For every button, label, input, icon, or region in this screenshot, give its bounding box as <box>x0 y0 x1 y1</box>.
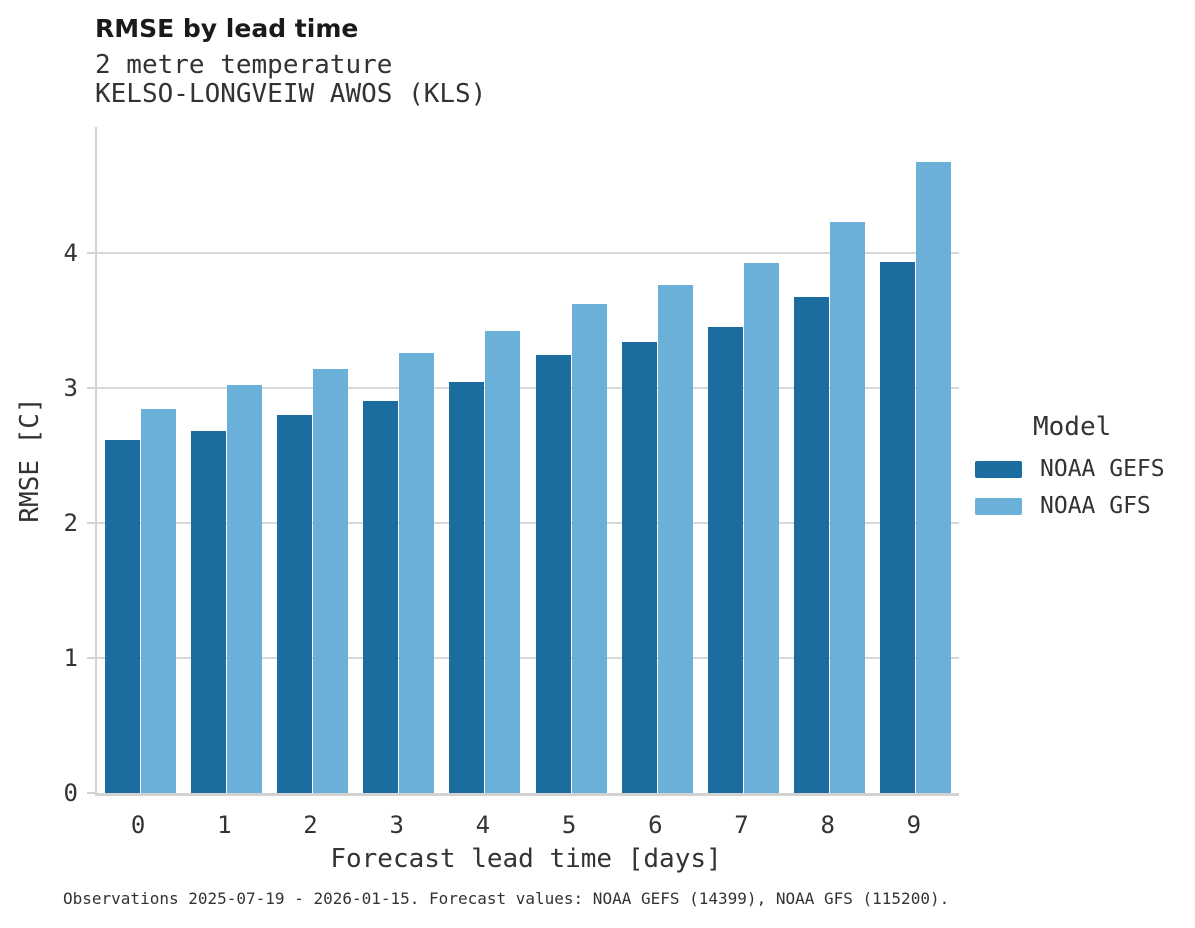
chart-title: RMSE by lead time <box>95 14 359 43</box>
chart-subtitle-station: KELSO-LONGVEIW AWOS (KLS) <box>95 79 487 109</box>
legend-title: Model <box>1033 412 1112 442</box>
chart-caption: Observations 2025-07-19 - 2026-01-15. Fo… <box>63 889 950 908</box>
y-tick-label-0: 0 <box>63 779 78 807</box>
bar-noaa-gfs-lead-6 <box>657 285 693 793</box>
x-tick-label-9: 9 <box>906 811 922 839</box>
bar-noaa-gfs-lead-7 <box>744 263 779 793</box>
y-tick-mark-4 <box>87 251 95 254</box>
y-tick-label-1: 1 <box>63 643 78 672</box>
chart-subtitle-variable: 2 metre temperature <box>95 50 393 80</box>
bar-noaa-gfs-lead-9 <box>916 162 952 793</box>
gridline-y-4 <box>97 251 959 254</box>
bar-noaa-gefs-lead-6 <box>621 341 657 793</box>
gridline-y-2 <box>97 521 959 524</box>
x-axis-title: Forecast lead time [days] <box>330 844 722 874</box>
legend: Model NOAA GEFS NOAA GFS <box>975 412 1195 530</box>
chart-header: RMSE by lead time 2 metre temperature KE… <box>95 14 486 109</box>
bar-noaa-gfs-lead-2 <box>313 368 348 793</box>
y-tick-mark-1 <box>87 656 95 659</box>
bar-noaa-gefs-lead-2 <box>277 414 312 793</box>
bar-noaa-gefs-lead-1 <box>190 430 226 793</box>
x-tick-label-4: 4 <box>475 811 491 839</box>
legend-row-noaa-gefs: NOAA GEFS <box>975 456 1195 482</box>
x-tick-label-1: 1 <box>217 811 232 839</box>
bar-noaa-gefs-lead-0 <box>104 440 140 793</box>
bar-noaa-gefs-lead-7 <box>708 326 743 793</box>
y-tick-label-4: 4 <box>63 238 78 267</box>
bar-noaa-gefs-lead-9 <box>880 262 916 793</box>
x-tick-label-3: 3 <box>389 811 404 839</box>
bar-noaa-gefs-lead-8 <box>794 297 830 793</box>
x-tick-label-0: 0 <box>130 811 146 839</box>
y-tick-mark-3 <box>87 386 95 389</box>
legend-swatch-noaa-gfs <box>975 497 1022 515</box>
bar-noaa-gefs-lead-5 <box>535 355 571 793</box>
bar-noaa-gfs-lead-8 <box>830 221 866 793</box>
x-tick-label-7: 7 <box>734 811 749 839</box>
legend-label-noaa-gefs: NOAA GEFS <box>1040 456 1165 482</box>
gridline-y-3 <box>97 386 959 389</box>
y-tick-label-3: 3 <box>63 373 78 402</box>
legend-swatch-noaa-gefs <box>975 460 1022 478</box>
bar-noaa-gfs-lead-4 <box>485 331 521 793</box>
plot-area <box>95 127 959 796</box>
bar-noaa-gefs-lead-4 <box>449 382 485 793</box>
y-tick-mark-0 <box>87 792 95 794</box>
gridline-y-1 <box>97 656 959 659</box>
bar-noaa-gefs-lead-3 <box>363 401 399 793</box>
x-tick-label-8: 8 <box>820 811 835 839</box>
bar-noaa-gfs-lead-1 <box>226 385 262 793</box>
bar-noaa-gfs-lead-5 <box>571 303 607 793</box>
y-tick-mark-2 <box>87 521 95 524</box>
legend-rows: NOAA GEFS NOAA GFS <box>975 456 1195 519</box>
bar-noaa-gfs-lead-0 <box>140 409 176 793</box>
legend-row-noaa-gfs: NOAA GFS <box>975 493 1195 519</box>
x-tick-label-6: 6 <box>648 811 663 839</box>
x-tick-label-5: 5 <box>561 811 577 839</box>
legend-label-noaa-gfs: NOAA GFS <box>1040 493 1151 519</box>
y-tick-label-2: 2 <box>63 508 78 537</box>
y-axis-title: RMSE [C] <box>15 397 45 523</box>
bar-noaa-gfs-lead-3 <box>399 352 435 793</box>
x-tick-label-2: 2 <box>303 811 318 839</box>
